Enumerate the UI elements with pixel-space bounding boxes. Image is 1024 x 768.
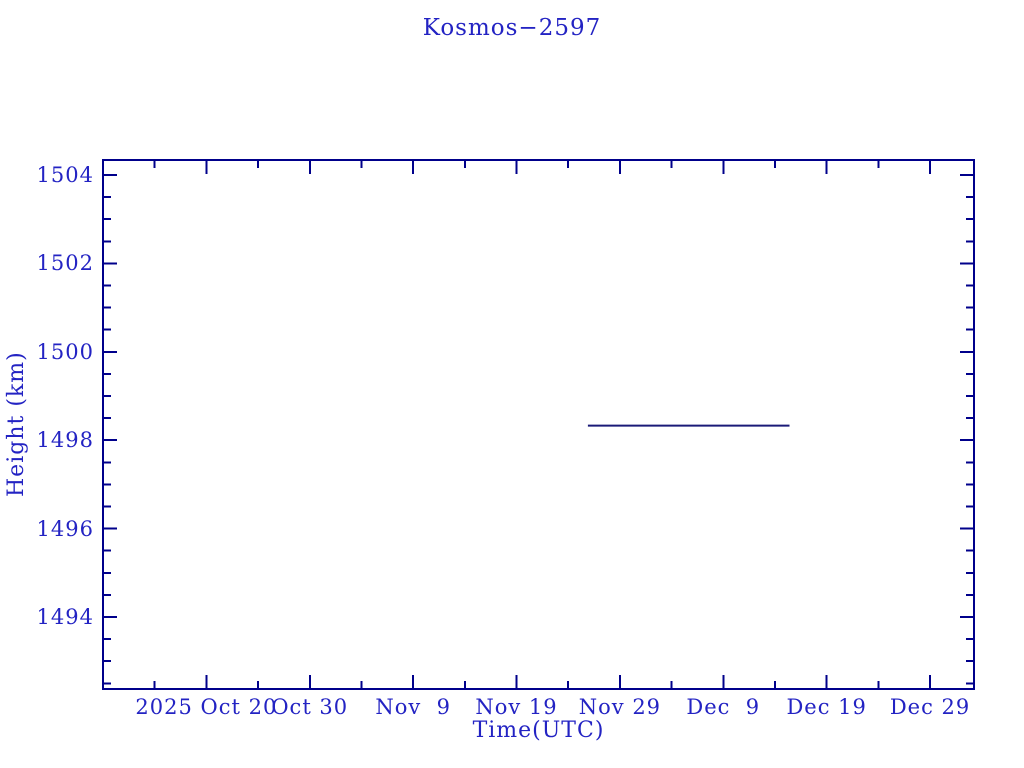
y-tick-label: 1494 <box>36 604 94 629</box>
y-tick-label: 1496 <box>36 516 94 541</box>
plot-frame <box>102 159 975 690</box>
x-tick-label: Nov 9 <box>375 695 451 719</box>
y-axis-title: Height (km) <box>4 351 29 498</box>
y-tick-label: 1502 <box>36 251 94 276</box>
y-tick-label: 1498 <box>36 428 94 453</box>
y-tick-label: 1500 <box>36 339 94 364</box>
x-tick-label: Nov 29 <box>578 695 662 719</box>
y-tick-label: 1504 <box>36 163 94 188</box>
chart-title: Kosmos−2597 <box>422 15 602 41</box>
x-tick-label: Dec 29 <box>889 695 971 719</box>
x-tick-label: Oct 30 <box>271 695 349 719</box>
x-tick-label: Nov 19 <box>475 695 558 719</box>
x-tick-label: Dec 19 <box>786 695 867 719</box>
x-tick-label: 2025 Oct 20 <box>135 695 278 719</box>
x-axis-title: Time(UTC) <box>472 718 605 743</box>
x-tick-label: Dec 9 <box>686 695 761 719</box>
